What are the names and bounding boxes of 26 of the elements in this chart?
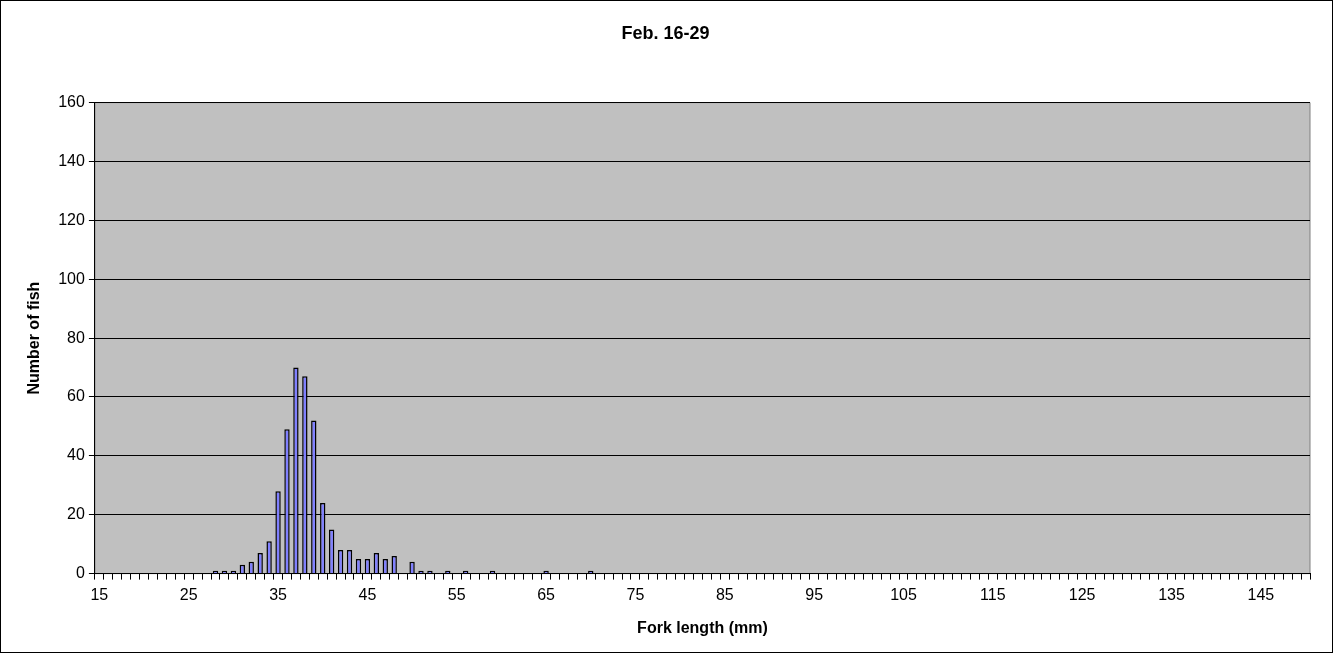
x-axis-title: Fork length (mm) xyxy=(637,618,768,636)
x-tick-label: 55 xyxy=(447,585,466,603)
x-tick-label: 105 xyxy=(890,585,917,603)
y-tick-label: 120 xyxy=(58,210,85,228)
x-tick-label: 75 xyxy=(626,585,645,603)
x-tick-label: 125 xyxy=(1068,585,1096,603)
y-tick-label: 0 xyxy=(75,564,85,582)
chart-title: Feb. 16-29 xyxy=(621,22,710,43)
x-tick-label: 135 xyxy=(1158,585,1185,603)
x-tick-label: 35 xyxy=(269,585,288,603)
y-tick-label: 140 xyxy=(58,151,85,169)
x-tick-label: 115 xyxy=(980,585,1006,603)
x-tick-label: 95 xyxy=(805,585,824,603)
x-tick-label: 85 xyxy=(715,585,734,603)
y-tick-label: 80 xyxy=(67,328,85,346)
y-axis-title: Number of fish xyxy=(25,281,43,395)
y-tick-label: 60 xyxy=(67,387,85,405)
y-tick-label: 40 xyxy=(67,446,85,464)
x-tick-label: 15 xyxy=(90,585,109,603)
x-tick-label: 145 xyxy=(1247,585,1275,603)
x-tick-label: 65 xyxy=(537,585,556,603)
y-tick-label: 100 xyxy=(58,269,85,287)
x-tick-label: 45 xyxy=(358,585,377,603)
x-tick-label: 25 xyxy=(179,585,198,603)
y-tick-label: 160 xyxy=(58,93,85,111)
y-tick-label: 20 xyxy=(67,505,85,523)
